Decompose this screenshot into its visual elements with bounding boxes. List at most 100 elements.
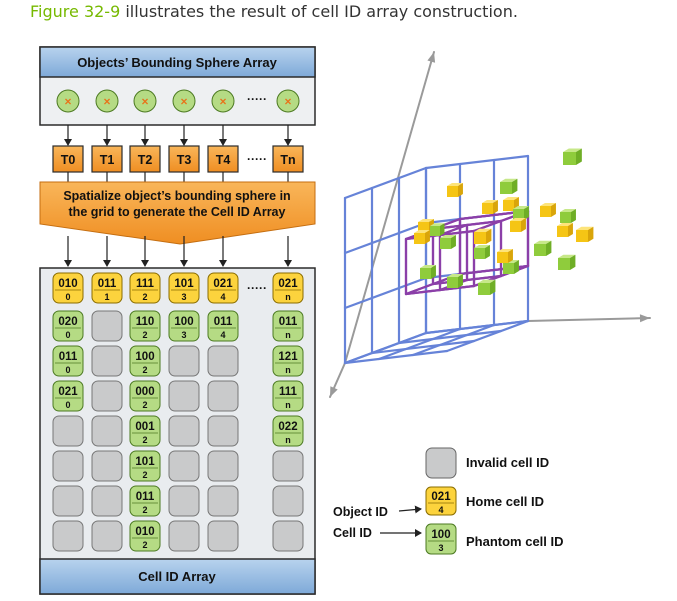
thread-box: T1 <box>91 145 123 173</box>
caption-text: illustrates the result of cell ID array … <box>120 2 518 21</box>
invalid-cell <box>168 520 200 552</box>
invalid-cell <box>207 520 239 552</box>
phantom-object-cube <box>563 148 582 165</box>
sphere-array-title: Objects’ Bounding Sphere Array <box>77 55 277 70</box>
cell-id-text: 111 <box>279 386 298 398</box>
cell-id-text: 010 <box>58 278 77 290</box>
axis-up <box>344 51 435 364</box>
grid-line <box>343 349 449 365</box>
sphere-mark: × <box>219 95 226 109</box>
phantom-object-cube <box>440 235 456 249</box>
home-object-cube <box>447 183 463 197</box>
grid-line <box>343 331 428 365</box>
axis-arrowhead <box>639 314 650 323</box>
invalid-cell <box>207 415 239 447</box>
invalid-cell <box>52 415 84 447</box>
sphere-array-panel: Objects’ Bounding Sphere Array × × × × × × ···… <box>39 46 316 126</box>
thread-label: T3 <box>177 153 192 167</box>
invalid-cell <box>52 450 84 482</box>
thread-ellipsis: ····· <box>247 152 267 166</box>
legend-phantom-box <box>425 523 457 555</box>
thread-label: T0 <box>61 153 76 167</box>
phantom-cell: 111 n <box>272 380 304 412</box>
legend-home-box <box>425 486 457 516</box>
grid-line <box>343 221 428 255</box>
object-id-text: 0 <box>65 365 70 375</box>
thread-label: T4 <box>216 153 231 167</box>
invalid-cell <box>91 380 123 412</box>
phantom-cell: 011 n <box>272 310 304 342</box>
purple-cell-edge <box>404 288 442 296</box>
phantom-cell: 121 n <box>272 345 304 377</box>
purple-cell-edge <box>404 282 435 296</box>
invalid-cell <box>207 485 239 517</box>
phantom-object-cube <box>558 254 576 270</box>
phantom-object-cube <box>513 206 529 220</box>
object-id-text: 2 <box>142 365 147 375</box>
object-id-text: n <box>285 435 291 445</box>
purple-cell-edge <box>431 274 503 286</box>
object-id-text: 2 <box>142 435 147 445</box>
object-id-text: 1 <box>104 292 109 302</box>
sphere-mark: × <box>141 95 148 109</box>
object-id-text: n <box>285 400 291 410</box>
thread-label: T1 <box>100 153 115 167</box>
sphere-mark: × <box>103 95 110 109</box>
grid-3d <box>329 51 651 398</box>
invalid-cell <box>272 485 304 517</box>
cell-id-text: 001 <box>135 421 155 433</box>
figure-caption: Figure 32-9 illustrates the result of ce… <box>30 2 518 21</box>
invalid-cell <box>91 415 123 447</box>
invalid-cell <box>207 380 239 412</box>
invalid-cell <box>272 450 304 482</box>
bounding-sphere: × <box>95 89 119 113</box>
cell-id-array-panel: Cell ID Array 01000200011002100111111211… <box>39 267 316 595</box>
purple-cell-edge <box>438 223 469 237</box>
object-id-text: 4 <box>220 292 225 302</box>
invalid-cell <box>52 485 84 517</box>
grid-line <box>424 154 530 170</box>
phantom-cell: 022 n <box>272 415 304 447</box>
cell-id-text: 011 <box>59 351 78 363</box>
object-id-text: 2 <box>142 470 147 480</box>
invalid-cell <box>168 450 200 482</box>
grid-line <box>343 276 428 310</box>
cell-id-text: 011 <box>279 316 298 328</box>
object-id-text: n <box>285 365 291 375</box>
invalid-cell <box>168 415 200 447</box>
object-id-text: 0 <box>65 292 70 302</box>
legend-phantom-label: Phantom cell ID <box>466 534 564 549</box>
legend-home-id: 021 <box>431 491 451 503</box>
cell-id-text: 020 <box>58 316 77 328</box>
phantom-object-cube <box>534 240 552 256</box>
home-object-cube <box>510 218 526 232</box>
phantom-object-cube <box>447 274 463 288</box>
thread-box: T4 <box>207 145 239 173</box>
cell-id-text: 021 <box>213 278 233 290</box>
grid-line <box>370 339 476 355</box>
bounding-sphere: × <box>211 89 235 113</box>
invalid-cell <box>91 310 123 342</box>
legend-home-label: Home cell ID <box>466 494 544 509</box>
legend: Invalid cell ID 021 4 Home cell ID 100 3… <box>333 447 564 555</box>
cell-id-text: 101 <box>174 278 194 290</box>
object-id-text: n <box>285 292 291 302</box>
home-object-cube <box>414 230 430 244</box>
figure-link[interactable]: Figure 32-9 <box>30 2 121 21</box>
object-id-text: n <box>285 330 291 340</box>
invalid-cell <box>207 345 239 377</box>
grid-line <box>377 327 462 361</box>
sphere-mark: × <box>284 95 291 109</box>
cell-id-text: 011 <box>136 491 155 503</box>
